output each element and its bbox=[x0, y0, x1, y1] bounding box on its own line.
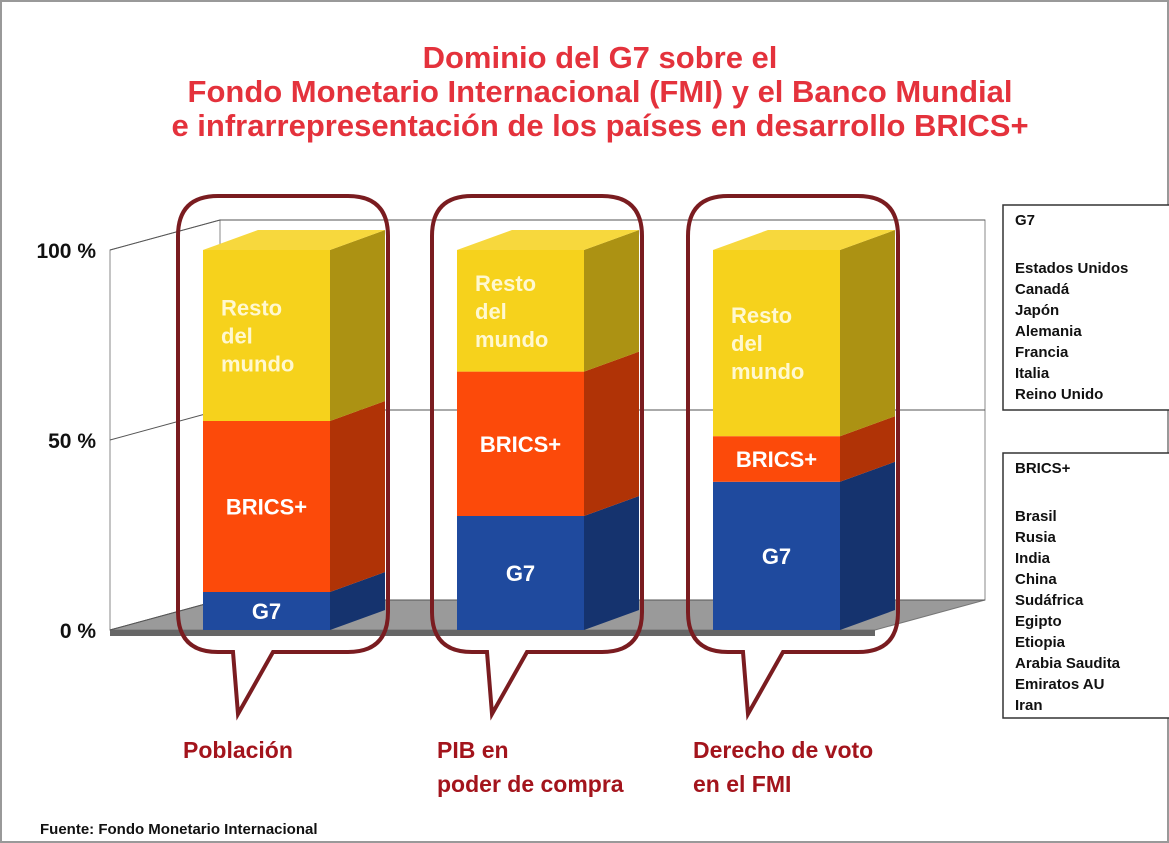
bar-side-shade bbox=[330, 401, 385, 592]
bar-top bbox=[457, 230, 639, 250]
bar-top-shade bbox=[713, 230, 895, 250]
member-name: Egipto bbox=[1015, 613, 1062, 630]
chart-title: e infrarrepresentación de los países en … bbox=[171, 108, 1028, 143]
member-title: BRICS+ bbox=[1015, 460, 1071, 477]
bar-side bbox=[840, 416, 895, 482]
member-name: India bbox=[1015, 550, 1051, 567]
member-name: Arabia Saudita bbox=[1015, 655, 1121, 672]
chart-title: Dominio del G7 sobre el bbox=[423, 40, 778, 75]
bar-segment bbox=[457, 371, 584, 516]
bar-side-shade bbox=[330, 572, 385, 630]
x-tick-label: Derecho de voto en el FMI bbox=[693, 737, 873, 797]
x-tick-label: Población bbox=[183, 737, 293, 763]
member-name: Japón bbox=[1015, 302, 1059, 319]
bar-top bbox=[713, 230, 895, 250]
member-box bbox=[1002, 204, 1169, 411]
y-tick-label: 100 % bbox=[36, 240, 96, 263]
member-name: Italia bbox=[1015, 365, 1050, 382]
segment-label: Resto del mundo bbox=[475, 271, 548, 352]
floor-edge bbox=[110, 630, 875, 636]
bar-top bbox=[203, 230, 385, 250]
bar-segment bbox=[457, 516, 584, 630]
segment-label: G7 bbox=[506, 561, 535, 586]
chart-title: Fondo Monetario Internacional (FMI) y el… bbox=[188, 74, 1013, 109]
member-name: Rusia bbox=[1015, 529, 1057, 546]
bar-side bbox=[584, 230, 639, 372]
segment-label: BRICS+ bbox=[736, 447, 817, 472]
callout-bubble bbox=[686, 194, 900, 721]
bar-side-shade bbox=[584, 351, 639, 516]
member-name: Iran bbox=[1015, 697, 1043, 714]
member-name: Reino Unido bbox=[1015, 386, 1103, 403]
bar-side bbox=[840, 461, 895, 630]
bar-side-shade bbox=[840, 461, 895, 630]
bar-segment bbox=[203, 592, 330, 630]
bar-side-shade bbox=[584, 230, 639, 372]
member-name: Etiopia bbox=[1015, 634, 1066, 651]
member-name: China bbox=[1015, 571, 1057, 588]
segment-label: BRICS+ bbox=[226, 495, 307, 520]
segment-label: BRICS+ bbox=[480, 432, 561, 457]
member-box bbox=[1002, 452, 1169, 719]
segment-label: G7 bbox=[762, 544, 791, 569]
member-name: Sudáfrica bbox=[1015, 592, 1084, 609]
bar-side bbox=[840, 230, 895, 437]
bar-side bbox=[330, 401, 385, 592]
bar-side bbox=[330, 572, 385, 630]
segment-label: Resto del mundo bbox=[221, 296, 294, 377]
member-name: Alemania bbox=[1015, 323, 1082, 340]
bar-side-shade bbox=[330, 230, 385, 421]
member-name: Estados Unidos bbox=[1015, 260, 1128, 277]
y-tick-label: 0 % bbox=[60, 620, 97, 643]
member-name: Canadá bbox=[1015, 281, 1070, 298]
grid-line bbox=[109, 219, 985, 251]
x-tick-label: PIB en poder de compra bbox=[437, 737, 624, 797]
bar-segment bbox=[713, 436, 840, 482]
bar-side bbox=[330, 230, 385, 421]
bar-top-shade bbox=[203, 230, 385, 250]
bar-side bbox=[584, 351, 639, 516]
bar-side-shade bbox=[840, 416, 895, 482]
y-tick-label: 50 % bbox=[48, 430, 96, 453]
member-name: Brasil bbox=[1015, 508, 1057, 525]
bar-segment bbox=[713, 481, 840, 630]
bar-side-shade bbox=[584, 496, 639, 630]
bar-segment bbox=[203, 250, 330, 421]
member-name: Francia bbox=[1015, 344, 1069, 361]
member-name: Emiratos AU bbox=[1015, 676, 1104, 693]
bar-top-shade bbox=[457, 230, 639, 250]
bar-segment bbox=[713, 250, 840, 437]
segment-label: Resto del mundo bbox=[731, 303, 804, 384]
segment-label: G7 bbox=[252, 599, 281, 624]
bar-side bbox=[584, 496, 639, 630]
callout-bubble bbox=[176, 194, 390, 721]
bar-side-shade bbox=[840, 230, 895, 437]
member-title: G7 bbox=[1015, 212, 1035, 229]
source-note: Fuente: Fondo Monetario Internacional bbox=[40, 821, 318, 838]
callout-bubble bbox=[430, 194, 644, 721]
bar-segment bbox=[457, 250, 584, 372]
bar-segment bbox=[203, 421, 330, 592]
